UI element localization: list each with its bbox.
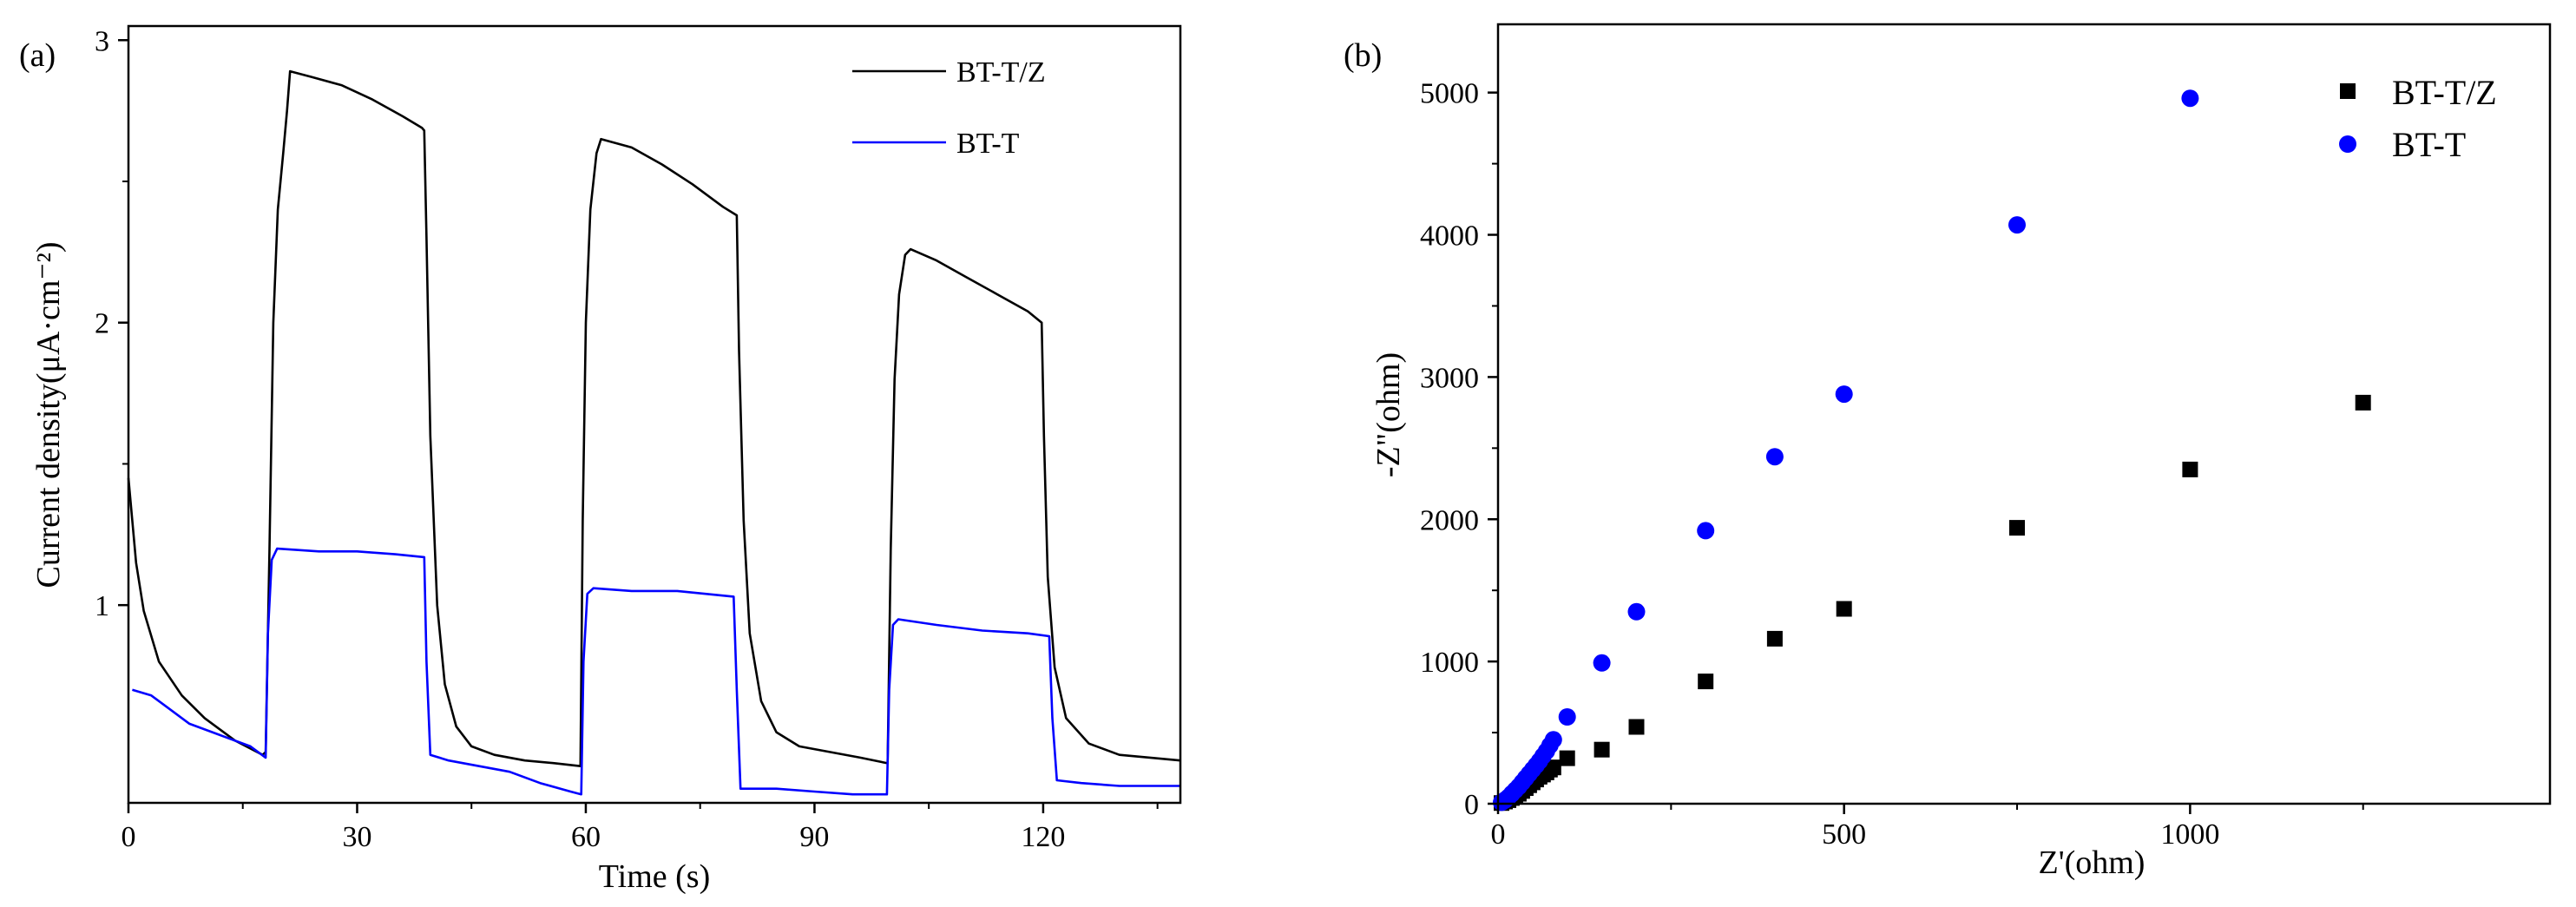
legend-marker-bt-t-z: [2340, 83, 2356, 99]
point-bt-t: [1593, 654, 1611, 672]
panel-b-legend: BT-T/Z BT-T: [2339, 73, 2497, 164]
y-tick-label: 3: [95, 25, 109, 57]
legend-label-bt-t: BT-T: [956, 128, 1020, 160]
panel-a-label: (a): [19, 37, 56, 74]
panel-a-plot-frame: [127, 24, 1182, 805]
panel-a-chart: (a) 0 30 60 90 120 1 2 3 Time (s) Current densi…: [19, 24, 1182, 895]
panel-b-label: (b): [1344, 37, 1382, 74]
legend-label-bt-t-z: BT-T/Z: [956, 56, 1046, 89]
x-tick-label: 30: [342, 821, 371, 853]
panel-b-ticks: 0 500 1000 0 1000 2000 3000 4000 5000: [1420, 78, 2364, 851]
point-bt-t-z: [1766, 630, 1783, 647]
x-tick-label: 60: [571, 821, 601, 853]
panel-a-ylabel: Current density(μA·cm⁻²): [30, 242, 67, 588]
point-bt-t-z: [2182, 461, 2198, 477]
point-bt-t-z: [2009, 520, 2025, 536]
series-line-bt-t-z: [127, 69, 1181, 767]
point-bt-t: [1765, 448, 1784, 466]
panel-a-legend: BT-T/Z BT-T: [852, 56, 1046, 160]
x-tick-label: 1000: [2160, 818, 2219, 851]
series-line-bt-t: [132, 547, 1180, 796]
y-tick-label: 2: [95, 308, 109, 340]
legend-marker-bt-t: [2339, 135, 2356, 153]
y-tick-label: 0: [1464, 789, 1479, 821]
panel-b-plot-frame: [1496, 23, 2552, 805]
y-tick-label: 4000: [1420, 220, 1479, 253]
point-bt-t: [2181, 89, 2199, 108]
x-tick-label: 120: [1021, 821, 1065, 853]
point-bt-t-z: [1698, 674, 1714, 690]
point-bt-t: [2008, 216, 2026, 234]
panel-b-chart: (b) 0 500 1000 0 1000 2000 3000 4000 5000 Z'(ohm…: [1344, 23, 2552, 881]
point-bt-t: [1697, 522, 1715, 540]
panel-b-xlabel: Z'(ohm): [2039, 845, 2146, 881]
point-bt-t: [1558, 708, 1576, 726]
point-bt-t-z: [1836, 601, 1852, 617]
point-bt-t-z: [2355, 394, 2371, 411]
x-tick-label: 0: [122, 821, 136, 853]
y-tick-label: 1000: [1420, 647, 1479, 679]
y-tick-label: 5000: [1420, 78, 1479, 110]
panel-a-xlabel: Time (s): [599, 858, 710, 895]
legend-label-bt-t-b: BT-T: [2392, 125, 2466, 164]
panel-b-series-layer: [1493, 89, 2371, 812]
point-bt-t: [1544, 731, 1562, 749]
panel-b-ylabel: -Z"(ohm): [1370, 352, 1407, 477]
y-tick-label: 2000: [1420, 504, 1479, 536]
point-bt-t-z: [1594, 741, 1610, 758]
point-bt-t-z: [1559, 750, 1575, 766]
y-tick-label: 3000: [1420, 362, 1479, 394]
x-tick-label: 90: [799, 821, 829, 853]
point-bt-t-z: [1628, 719, 1645, 735]
point-bt-t-z: [1545, 759, 1561, 776]
legend-label-bt-t-z-b: BT-T/Z: [2392, 73, 2497, 112]
y-tick-label: 1: [95, 590, 109, 622]
point-bt-t: [1627, 602, 1646, 621]
point-bt-t: [1835, 385, 1853, 404]
x-tick-label: 0: [1491, 818, 1506, 851]
x-tick-label: 500: [1822, 818, 1866, 851]
panel-a-series-layer: [127, 69, 1181, 796]
panel-a-ticks: 0 30 60 90 120 1 2 3: [95, 25, 1159, 853]
